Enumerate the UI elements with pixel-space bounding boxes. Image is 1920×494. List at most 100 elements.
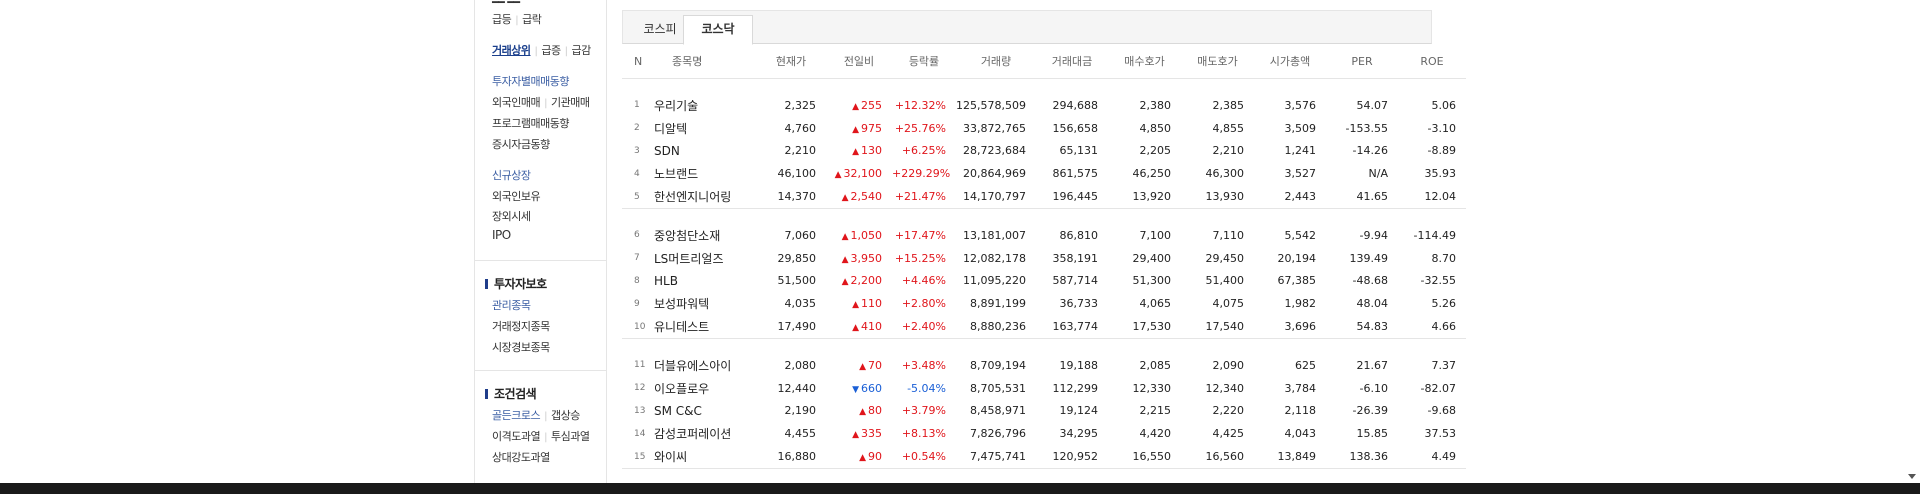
cell-change: ▲ 255: [826, 94, 892, 117]
cell-volume: 14,170,797: [963, 190, 1026, 204]
cell-trade-value: 19,188: [1059, 358, 1099, 372]
link-managed-stocks[interactable]: 관리종목: [492, 299, 531, 312]
stock-link[interactable]: 감성코퍼레이션: [654, 427, 732, 442]
link-sentiment-overheat[interactable]: 투심과열: [550, 430, 590, 443]
cell-per: 139.49: [1349, 251, 1389, 265]
cell-stock-name: 중앙첨단소재: [652, 224, 756, 247]
stock-link[interactable]: 와이씨: [654, 450, 688, 465]
cell-change-rate: +3.79%: [901, 404, 946, 418]
link-disparity-overheat[interactable]: 이격도과열: [492, 430, 541, 443]
cell-roe: 12.04: [1424, 190, 1457, 204]
link-volume-increase[interactable]: 급증: [541, 44, 561, 57]
stock-link[interactable]: 보성파워텍: [654, 297, 710, 312]
section-divider: [475, 370, 606, 371]
cell-ask-price: 51,400: [1205, 274, 1245, 288]
link-institution-trade[interactable]: 기관매매: [550, 96, 590, 109]
cell-current-price: 2,190: [784, 404, 817, 418]
cell-stock-name: 보성파워텍: [652, 292, 756, 315]
cell-rank: 10: [634, 321, 646, 332]
cell-change: ▲ 2,540: [826, 185, 892, 208]
link-volume-top[interactable]: 거래상위: [492, 44, 531, 57]
cell-change: ▲ 2,200: [826, 270, 892, 293]
cell-change: ▼ 660: [826, 377, 892, 400]
tab-kosdaq[interactable]: 코스닥: [683, 15, 753, 45]
cell-roe: -114.49: [1413, 228, 1456, 242]
cell-per: -14.26: [1352, 144, 1388, 158]
cell-current-price: 2,210: [784, 144, 817, 158]
link-market-warning[interactable]: 시장경보종목: [492, 341, 550, 354]
cell-stock-name: 와이씨: [652, 445, 756, 468]
cell-change-rate: +2.80%: [901, 297, 946, 311]
row-spacer: [622, 79, 1466, 95]
cell-roe: 37.53: [1424, 427, 1457, 441]
cell-per: 41.65: [1356, 190, 1389, 204]
cell-market-cap: 3,576: [1284, 98, 1317, 112]
stock-link[interactable]: 우리기술: [654, 98, 699, 113]
sidebar-row-golden: 골든크로스 | 갭상승: [492, 409, 580, 422]
cell-per: -153.55: [1345, 121, 1388, 135]
cell-market-cap: 1,241: [1284, 144, 1317, 158]
cell-stock-name: 디알텍: [652, 117, 756, 140]
cell-change: ▲ 1,050: [826, 224, 892, 247]
link-surge[interactable]: 급등: [492, 13, 512, 26]
stock-link[interactable]: 중앙첨단소재: [654, 228, 721, 243]
cell-per: 21.67: [1356, 358, 1389, 372]
link-market-funds[interactable]: 증시자금동향: [492, 138, 550, 151]
cell-stock-name: SDN: [652, 140, 756, 163]
link-gap-up[interactable]: 갭상승: [550, 409, 580, 422]
link-halted-stocks[interactable]: 거래정지종목: [492, 320, 550, 333]
cell-market-cap: 13,849: [1277, 450, 1317, 464]
tab-kospi[interactable]: 코스피: [643, 22, 677, 36]
sidebar-row-otc: 장외시세: [492, 208, 531, 224]
link-otc-price[interactable]: 장외시세: [492, 210, 531, 223]
link-volume-decrease[interactable]: 급감: [571, 44, 591, 57]
table-row: 2 디알텍 4,760 ▲ 975 +25.76% 33,872,765 156,658 4,8…: [622, 117, 1466, 140]
stock-link[interactable]: 유니테스트: [654, 320, 710, 335]
cell-trade-value: 587,714: [1052, 274, 1099, 288]
row-spacer: [622, 467, 1466, 483]
cell-market-cap: 20,194: [1277, 251, 1317, 265]
table-body: 1 우리기술 2,325 ▲ 255 +12.32% 125,578,509 294,688 2…: [622, 79, 1466, 483]
sidebar-row-halted: 거래정지종목: [492, 318, 550, 334]
cell-per: -26.39: [1352, 404, 1388, 418]
sidebar-row-managed: 관리종목: [492, 297, 531, 313]
stock-link[interactable]: 한선엔지니어링: [654, 190, 732, 205]
cell-roe: -32.55: [1420, 274, 1456, 288]
scrollbar[interactable]: [1903, 0, 1920, 483]
link-plunge[interactable]: 급락: [522, 13, 542, 26]
stock-link[interactable]: HLB: [654, 273, 678, 288]
row-spacer: [622, 337, 1466, 354]
link-ipo[interactable]: IPO: [492, 228, 511, 242]
column-header: 등락률: [892, 44, 956, 79]
cell-volume: 8,705,531: [970, 381, 1026, 395]
cell-bid-price: 2,085: [1139, 358, 1172, 372]
table-row: 10 유니테스트 17,490 ▲ 410 +2.40% 8,880,236 163,774 1…: [622, 315, 1466, 338]
stock-link[interactable]: 노브랜드: [654, 167, 699, 182]
stock-link[interactable]: 더블유에스아이: [654, 358, 732, 373]
arrow-up-icon: ▲: [852, 430, 859, 441]
cell-roe: 8.70: [1431, 251, 1457, 265]
cell-market-cap: 625: [1295, 358, 1316, 372]
link-foreign-trade[interactable]: 외국인매매: [492, 96, 541, 109]
cell-ask-price: 2,385: [1212, 98, 1245, 112]
cell-trade-value: 36,733: [1059, 297, 1099, 311]
sidebar-row-volume: 거래상위 | 급증 | 급감: [492, 44, 591, 57]
link-program-trade[interactable]: 프로그램매매동향: [492, 117, 569, 130]
link-investor-trend[interactable]: 투자자별매매동향: [492, 75, 569, 88]
stock-link[interactable]: SM C&C: [654, 403, 702, 418]
stock-link[interactable]: 이오플로우: [654, 381, 710, 396]
cell-current-price: 2,325: [784, 98, 817, 112]
stock-link[interactable]: LS머트리얼즈: [654, 251, 724, 266]
scroll-down-arrow-icon[interactable]: [1908, 474, 1916, 479]
link-foreign-holding[interactable]: 외국인보유: [492, 190, 541, 203]
stock-link[interactable]: SDN: [654, 143, 680, 158]
stock-link[interactable]: 디알텍: [654, 121, 688, 136]
link-new-listing[interactable]: 신규상장: [492, 169, 531, 182]
cell-rank: 12: [634, 383, 646, 394]
cell-current-price: 14,370: [777, 190, 817, 204]
link-rsi-overheat[interactable]: 상대강도과열: [492, 451, 550, 464]
table-row: 5 한선엔지니어링 14,370 ▲ 2,540 +21.47% 14,170,797 196…: [622, 185, 1466, 208]
link-golden-cross[interactable]: 골든크로스: [492, 409, 541, 422]
cell-volume: 8,458,971: [970, 404, 1026, 418]
cell-stock-name: LS머트리얼즈: [652, 247, 756, 270]
